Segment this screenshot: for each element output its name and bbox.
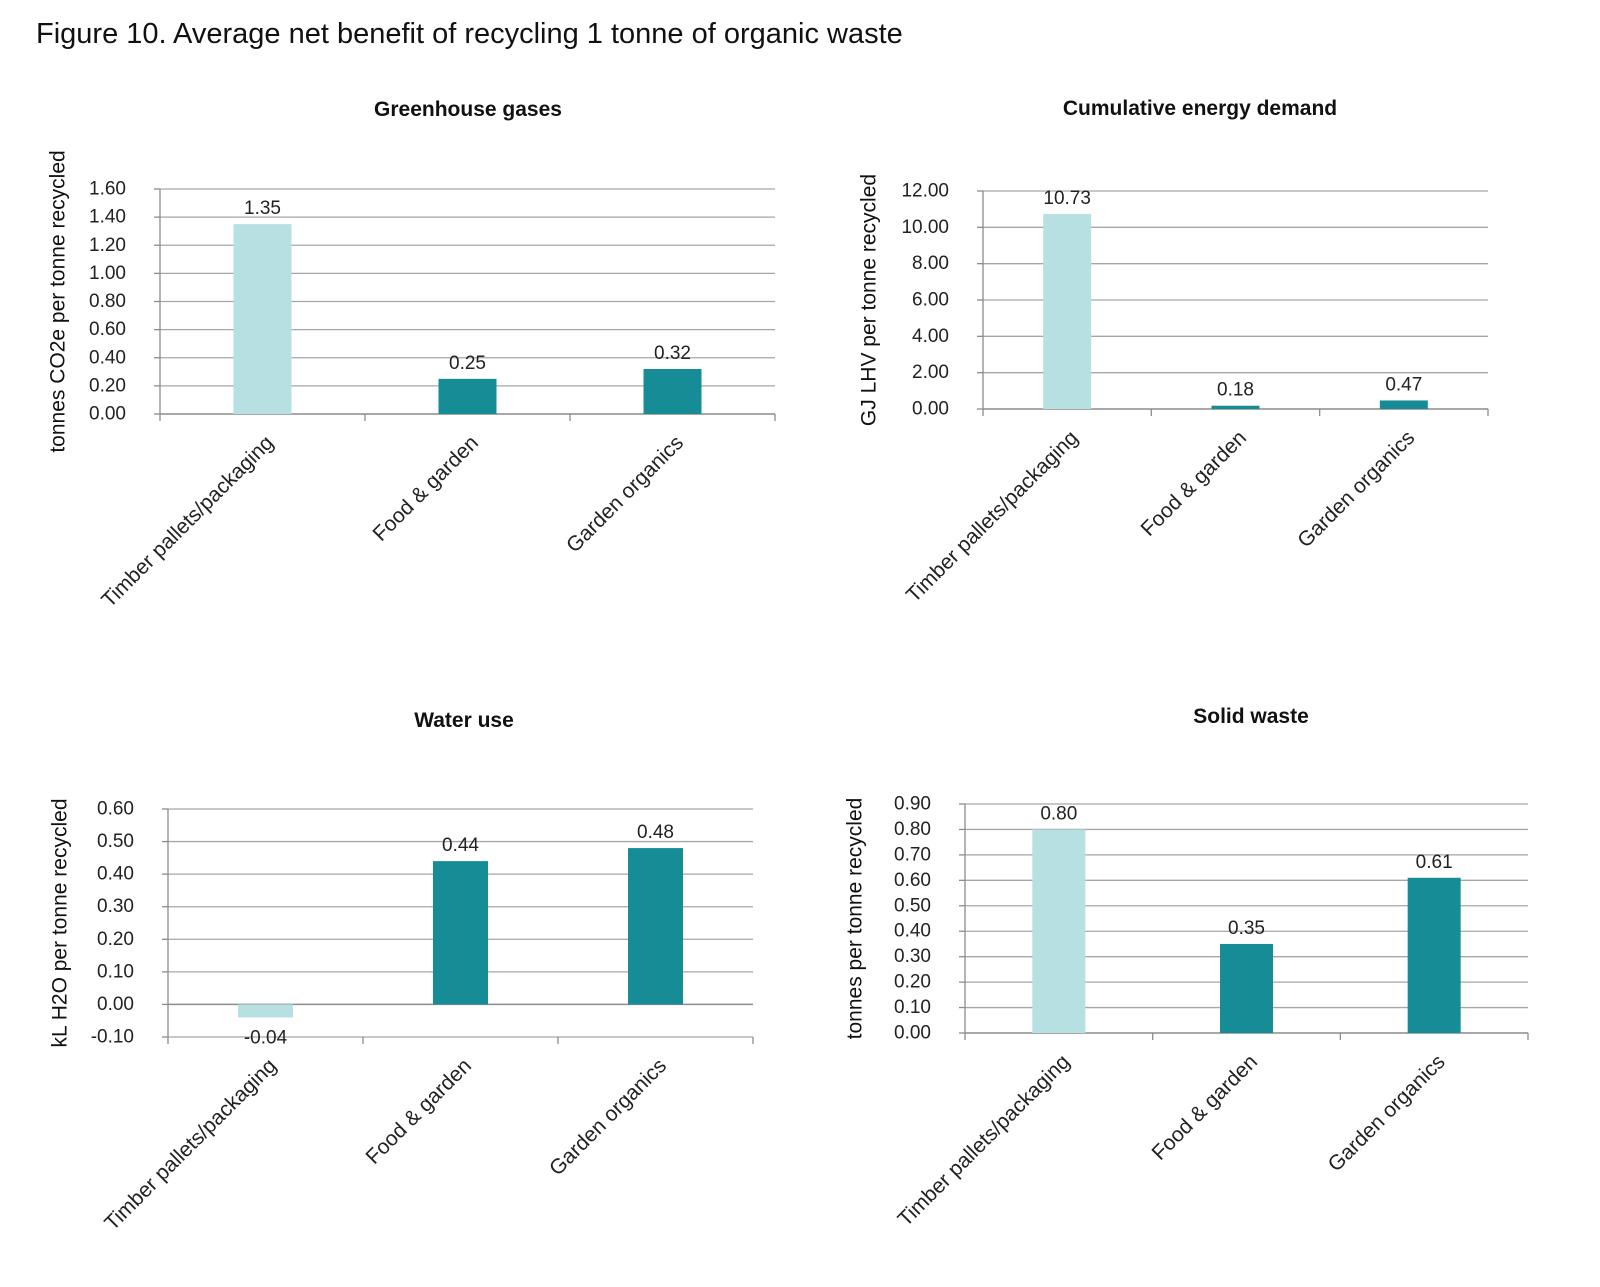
data-label: 0.61 bbox=[1416, 852, 1453, 873]
y-tick-label: -0.10 bbox=[91, 1027, 134, 1048]
category-label: Food & garden bbox=[369, 431, 484, 546]
y-tick-label: 0.70 bbox=[894, 844, 931, 865]
category-label: Garden organics bbox=[545, 1054, 671, 1180]
y-tick-label: 0.60 bbox=[89, 319, 126, 340]
data-label: 10.73 bbox=[1043, 188, 1091, 209]
bar-3 bbox=[643, 369, 702, 414]
chart-title: Cumulative energy demand bbox=[1063, 97, 1337, 120]
chart-0: Greenhouse gases tonnes CO2e per tonne re… bbox=[47, 98, 776, 612]
y-axis-label: tonnes per tonne recycled bbox=[844, 798, 867, 1040]
bar-2 bbox=[1220, 943, 1273, 1033]
category-label: Food & garden bbox=[1148, 1050, 1263, 1165]
category-label: Timber pallets/packaging bbox=[100, 1054, 281, 1235]
data-label: 0.35 bbox=[1228, 918, 1265, 939]
bar-3 bbox=[1407, 877, 1461, 1033]
y-tick-label: 0.30 bbox=[97, 896, 134, 917]
data-label: 0.44 bbox=[442, 835, 479, 856]
data-label: 0.80 bbox=[1040, 803, 1077, 824]
chart-title: Water use bbox=[414, 709, 514, 732]
y-tick-label: 0.00 bbox=[912, 399, 949, 420]
bar-2 bbox=[1211, 405, 1260, 409]
y-tick-label: 1.00 bbox=[89, 263, 126, 284]
y-tick-label: 0.00 bbox=[894, 1023, 931, 1044]
y-tick-label: 2.00 bbox=[912, 362, 949, 383]
chart-3: Solid waste tonnes per tonne recycled 0.00… bbox=[844, 705, 1529, 1231]
y-tick-label: 1.60 bbox=[89, 179, 126, 200]
y-tick-label: 0.60 bbox=[97, 799, 134, 820]
y-tick-label: 0.50 bbox=[97, 831, 134, 852]
chart-title: Greenhouse gases bbox=[374, 98, 562, 121]
y-tick-label: 1.20 bbox=[89, 235, 126, 256]
figure-title: Figure 10. Average net benefit of recycl… bbox=[36, 18, 903, 50]
y-tick-label: 12.00 bbox=[901, 181, 949, 202]
category-label: Timber pallets/packaging bbox=[902, 426, 1083, 607]
chart-title: Solid waste bbox=[1193, 705, 1309, 728]
y-tick-label: 6.00 bbox=[912, 290, 949, 311]
y-tick-label: 4.00 bbox=[912, 326, 949, 347]
category-label: Garden organics bbox=[562, 431, 688, 557]
category-label: Food & garden bbox=[362, 1054, 477, 1169]
y-axis-label: GJ LHV per tonne recycled bbox=[858, 174, 881, 426]
category-label: Timber pallets/packaging bbox=[894, 1050, 1075, 1231]
data-label: 0.47 bbox=[1385, 374, 1422, 395]
y-tick-label: 0.00 bbox=[89, 404, 126, 425]
y-tick-label: 0.80 bbox=[89, 291, 126, 312]
data-label: 0.18 bbox=[1217, 380, 1254, 401]
y-tick-label: 0.20 bbox=[97, 929, 134, 950]
data-label: -0.04 bbox=[244, 1027, 288, 1048]
y-tick-label: 0.10 bbox=[894, 997, 931, 1018]
y-tick-label: 0.80 bbox=[894, 819, 931, 840]
category-label: Garden organics bbox=[1293, 426, 1419, 552]
bar-1 bbox=[238, 1004, 293, 1018]
category-label: Food & garden bbox=[1137, 426, 1252, 541]
bar-1 bbox=[1043, 214, 1092, 409]
y-tick-label: 0.40 bbox=[894, 921, 931, 942]
category-label: Garden organics bbox=[1324, 1050, 1450, 1176]
bar-1 bbox=[1032, 829, 1086, 1033]
bar-2 bbox=[433, 861, 488, 1005]
y-tick-label: 0.10 bbox=[97, 961, 134, 982]
data-label: 0.48 bbox=[637, 822, 674, 843]
y-tick-label: 1.40 bbox=[89, 207, 126, 228]
y-tick-label: 0.90 bbox=[894, 794, 931, 815]
y-tick-label: 0.40 bbox=[97, 864, 134, 885]
chart-1: Cumulative energy demand GJ LHV per tonne… bbox=[858, 97, 1489, 607]
data-label: 0.25 bbox=[449, 353, 486, 374]
y-tick-label: 0.30 bbox=[894, 946, 931, 967]
y-tick-label: 0.00 bbox=[97, 994, 134, 1015]
y-tick-label: 0.20 bbox=[89, 375, 126, 396]
y-tick-label: 8.00 bbox=[912, 253, 949, 274]
y-axis-label: kL H2O per tonne recycled bbox=[49, 798, 72, 1047]
data-label: 1.35 bbox=[244, 198, 281, 219]
bar-3 bbox=[1379, 400, 1428, 409]
y-tick-label: 0.20 bbox=[894, 972, 931, 993]
bar-2 bbox=[438, 378, 497, 414]
y-tick-label: 10.00 bbox=[901, 217, 949, 238]
data-label: 0.32 bbox=[654, 343, 691, 364]
category-label: Timber pallets/packaging bbox=[97, 431, 278, 612]
y-tick-label: 0.60 bbox=[894, 870, 931, 891]
y-tick-label: 0.50 bbox=[894, 895, 931, 916]
bar-3 bbox=[628, 848, 683, 1005]
chart-2: Water use kL H2O per tonne recycled -0.10 0… bbox=[49, 709, 754, 1235]
y-tick-label: 0.40 bbox=[89, 347, 126, 368]
bar-1 bbox=[233, 224, 292, 414]
y-axis-label: tonnes CO2e per tonne recycled bbox=[47, 150, 70, 452]
